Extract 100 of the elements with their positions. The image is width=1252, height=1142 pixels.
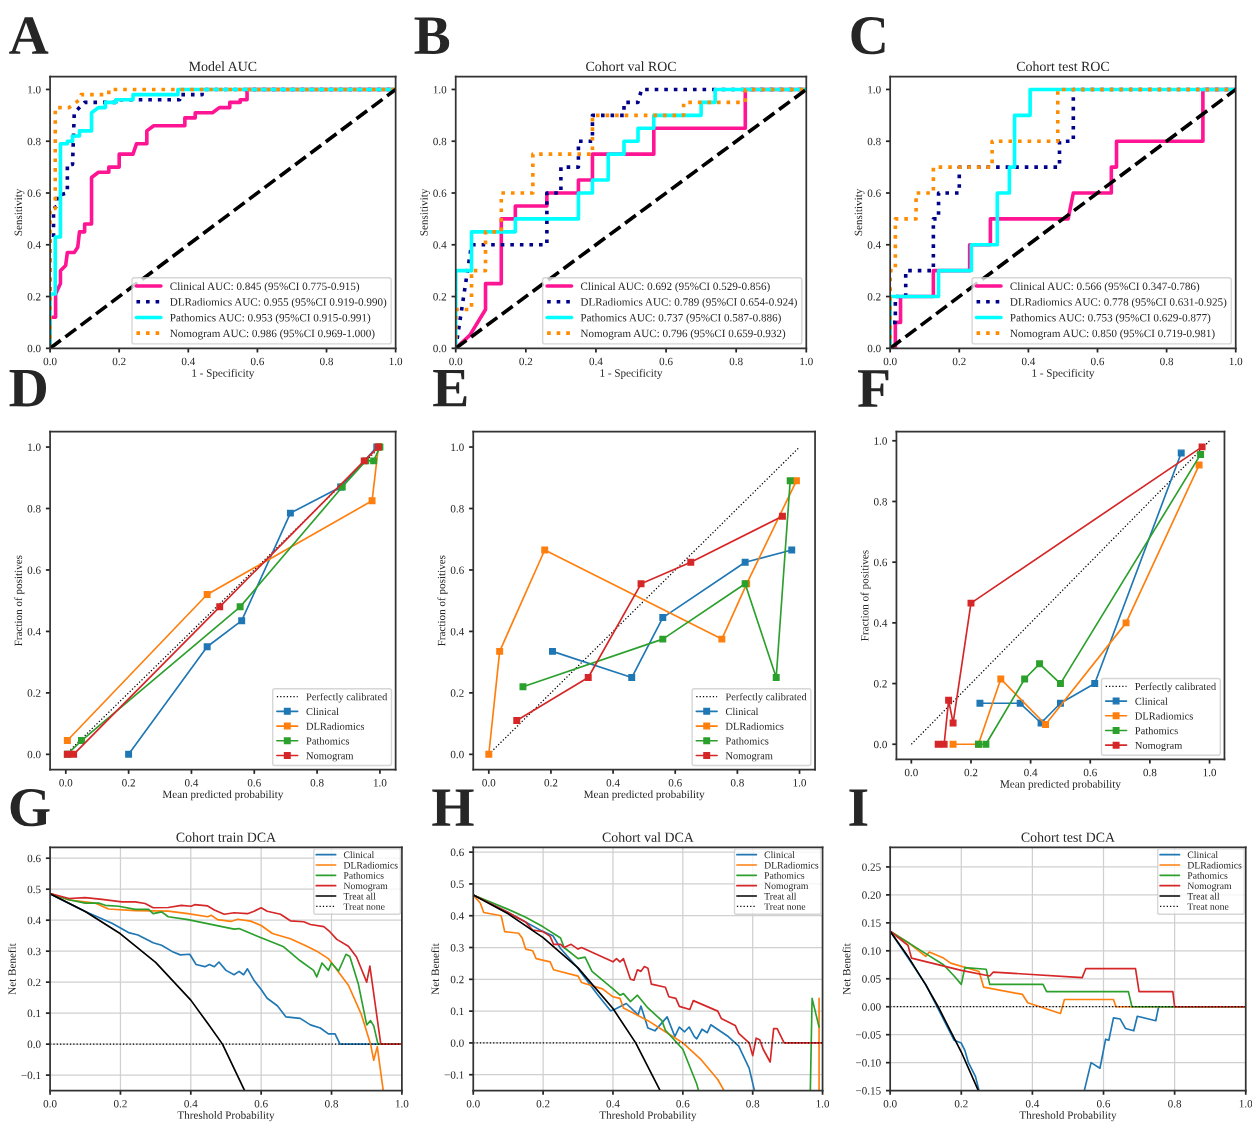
y-tick-label: 0.2	[873, 680, 887, 688]
y-tick-label: 0.6	[867, 189, 881, 198]
legend-label: DLRadiomics AUC: 0.955 (95%CI 0.919-0.990)	[170, 297, 387, 308]
legend-label: Pathomics	[306, 737, 350, 745]
x-tick-label: 0.4	[606, 779, 620, 787]
y-axis-title: Sensitivity	[854, 188, 865, 236]
x-tick-label: 0.6	[668, 779, 682, 787]
y-tick-label: 0.0	[450, 750, 464, 759]
x-tick-label: 0.0	[59, 779, 73, 787]
legend-label: Perfectly calibrated	[725, 692, 807, 703]
y-tick-label: 0.8	[450, 504, 464, 513]
y-tick-label: 0.6	[433, 189, 447, 198]
y-tick-label: 0.15	[862, 919, 881, 927]
x-tick-label: 1.0	[793, 779, 807, 787]
y-tick-label: 0.00	[862, 1003, 881, 1011]
x-tick-label: 0.4	[181, 357, 196, 366]
text: B	[414, 17, 450, 54]
x-tick-label: 1.0	[395, 1099, 409, 1108]
y-tick-label: 0.0	[450, 1039, 464, 1047]
x-tick-label: 0.8	[1168, 1099, 1182, 1108]
legend-label: Nomogram AUC: 0.986 (95%CI 0.969-1.000)	[170, 329, 375, 340]
x-tick-label: 0.4	[589, 357, 603, 366]
x-axis-title: Mean predicted probability	[1000, 779, 1121, 791]
legend-label: Clinical AUC: 0.845 (95%CI 0.775-0.915)	[170, 282, 360, 293]
x-axis-title: Threshold Probability	[599, 1111, 697, 1122]
legend-label: Nomogram	[343, 882, 388, 892]
text: G	[10, 789, 50, 827]
x-axis-title: Mean predicted probability	[162, 790, 284, 801]
x-axis-title: Mean predicted probability	[584, 790, 705, 801]
y-tick-label: 1.0	[868, 85, 881, 94]
x-tick-label: 0.2	[964, 768, 978, 777]
legend-label: DLRadiomics	[1135, 712, 1193, 720]
text: D	[9, 369, 47, 407]
y-tick-label: −0.15	[855, 1087, 881, 1095]
y-axis-title: Sensitivity	[14, 188, 25, 236]
legend-label: Nomogram	[1187, 882, 1232, 892]
legend-label: DLRadiomics	[343, 861, 398, 869]
x-tick-label: 0.0	[883, 1099, 897, 1108]
x-tick-label: 0.0	[883, 357, 897, 366]
x-tick-label: 0.8	[730, 779, 744, 787]
y-axis-title: Fraction of positives	[860, 550, 871, 641]
y-tick-label: 0.4	[873, 619, 888, 627]
legend-label: Clinical AUC: 0.566 (95%CI 0.347-0.786)	[1010, 282, 1200, 293]
x-tick-label: 0.8	[325, 1099, 339, 1108]
x-tick-label: 0.0	[43, 1099, 57, 1108]
y-tick-label: 0.4	[450, 912, 465, 920]
y-tick-label: 0.0	[433, 344, 447, 353]
legend-label: Clinical	[725, 707, 759, 716]
x-tick-label: 0.2	[519, 357, 533, 366]
x-tick-label: 0.8	[320, 357, 334, 366]
y-tick-label: 0.0	[27, 344, 41, 353]
legend-label: Nomogram AUC: 0.796 (95%CI 0.659-0.932)	[580, 329, 786, 340]
chart-title: Cohort test ROC	[1016, 61, 1109, 72]
y-tick-label: 0.8	[867, 137, 881, 146]
y-tick-label: 1.0	[451, 443, 464, 452]
y-tick-label: 0.4	[27, 241, 41, 249]
y-tick-label: 0.25	[862, 863, 881, 871]
y-axis-title: Net Benefit	[7, 943, 16, 995]
y-tick-label: 0.5	[450, 880, 464, 888]
x-tick-label: 0.4	[1021, 357, 1036, 366]
x-tick-label: 0.4	[1025, 1099, 1040, 1108]
legend-label: Treat none	[343, 903, 385, 910]
y-tick-label: 0.8	[433, 137, 447, 146]
y-tick-label: −0.10	[855, 1059, 881, 1067]
y-tick-label: 0.2	[433, 293, 447, 301]
y-tick-label: 0.4	[27, 627, 41, 636]
legend-label: Treat all	[343, 892, 376, 900]
x-tick-label: 0.4	[184, 1099, 198, 1108]
x-tick-label: 1.0	[373, 779, 387, 787]
x-tick-label: 0.6	[1090, 357, 1105, 366]
x-tick-label: 1.0	[816, 1099, 830, 1108]
legend-label: Clinical	[343, 851, 375, 859]
legend-label: Pathomics AUC: 0.953 (95%CI 0.915-0.991)	[170, 313, 371, 324]
y-tick-label: 0.2	[27, 293, 41, 301]
y-tick-label: 0.6	[27, 854, 41, 863]
x-axis-title: Threshold Probability	[1019, 1111, 1117, 1122]
y-tick-label: 0.2	[450, 975, 464, 984]
y-tick-label: 0.4	[433, 241, 447, 249]
x-tick-label: 0.2	[122, 779, 135, 787]
x-tick-label: 0.8	[1143, 768, 1157, 777]
x-tick-label: 0.6	[1083, 768, 1097, 777]
text: E	[433, 369, 467, 407]
legend-label: DLRadiomics	[764, 861, 819, 869]
legend-label: Perfectly calibrated	[306, 692, 388, 703]
y-tick-label: 0.6	[27, 189, 41, 198]
y-tick-label: 0.4	[867, 241, 881, 249]
y-tick-label: −0.1	[21, 1071, 41, 1080]
x-tick-label: 0.6	[254, 1099, 268, 1108]
y-tick-label: 0.8	[27, 137, 41, 146]
y-tick-label: −0.1	[444, 1071, 464, 1079]
y-axis-title: Net Benefit	[842, 943, 851, 995]
x-tick-label: 0.0	[482, 779, 496, 787]
y-tick-label: 0.0	[27, 1040, 41, 1049]
x-axis-title: 1 - Specificity	[192, 368, 255, 380]
x-tick-label: 1.0	[1203, 768, 1217, 777]
y-tick-label: 0.6	[27, 566, 41, 574]
legend-label: Nomogram AUC: 0.850 (95%CI 0.719-0.981)	[1010, 329, 1215, 340]
legend-label: Pathomics	[725, 737, 769, 745]
y-tick-label: 0.3	[27, 947, 41, 956]
y-tick-label: 0.2	[27, 978, 41, 987]
